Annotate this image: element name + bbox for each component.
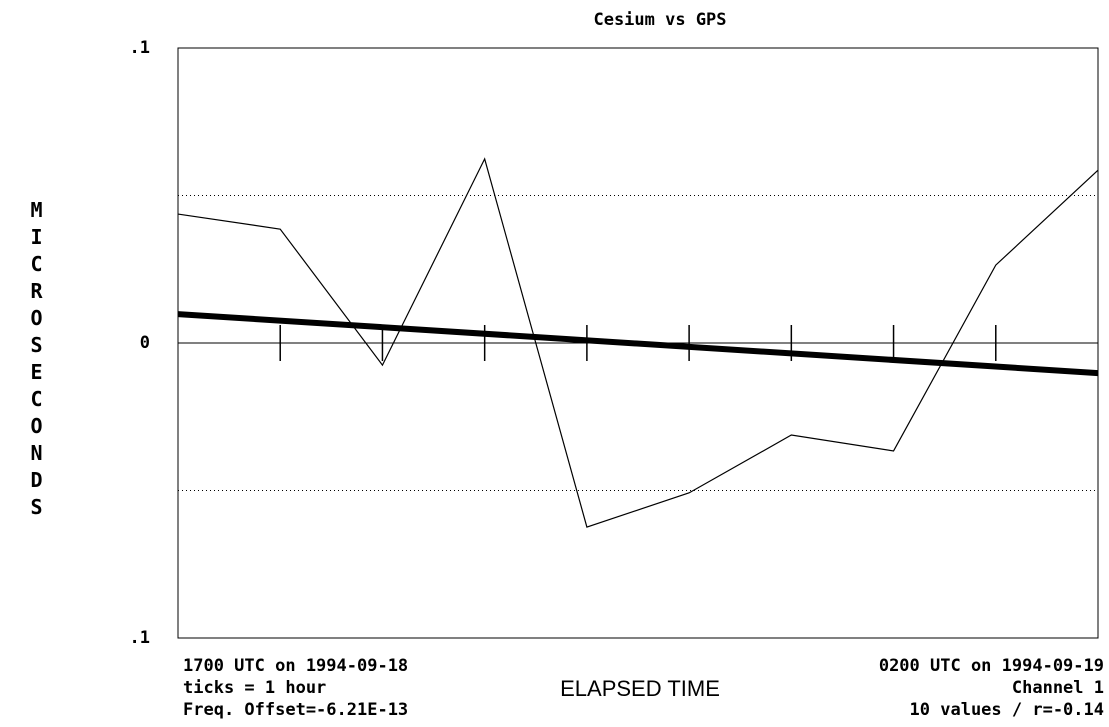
note-left: Freq. Offset=-6.21E-13 [183,700,408,720]
y-axis-label: MICROSECONDS [25,198,49,522]
x-axis-label: ELAPSED TIME [560,676,720,701]
note-right: 0200 UTC on 1994-09-19 [879,656,1104,676]
y-tick-label: 0 [140,333,150,353]
y-tick-label: .1 [130,628,150,648]
chart-title: Cesium vs GPS [593,10,726,30]
note-right: Channel 1 [1012,678,1104,698]
note-left: ticks = 1 hour [183,678,326,698]
y-tick-label: .1 [130,38,150,58]
note-left: 1700 UTC on 1994-09-18 [183,656,408,676]
trend-line [177,311,1099,377]
data-line [177,157,1099,528]
note-right: 10 values / r=-0.14 [910,700,1104,720]
